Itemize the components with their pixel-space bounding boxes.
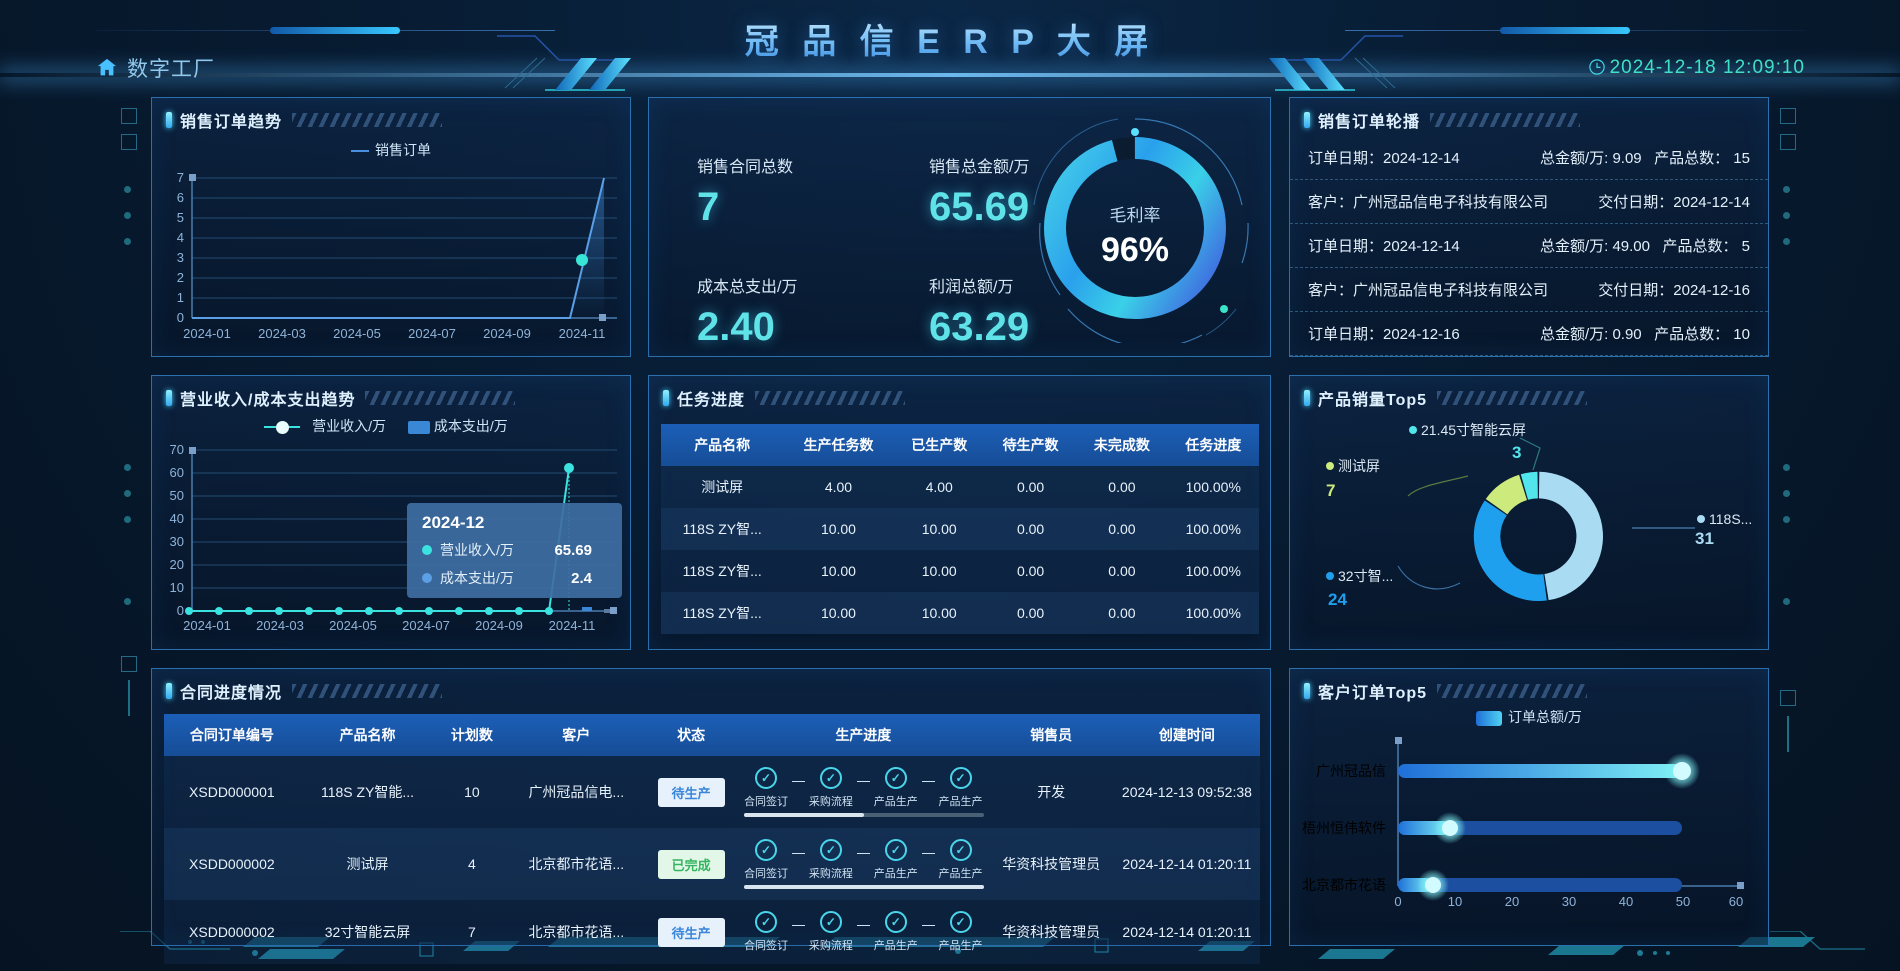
svg-text:70: 70 [170, 442, 184, 457]
svg-text:20: 20 [170, 557, 184, 572]
svg-text:3: 3 [177, 250, 184, 265]
svg-text:2024-03: 2024-03 [256, 618, 304, 633]
svg-text:2024-11: 2024-11 [549, 618, 596, 633]
svg-text:40: 40 [1619, 894, 1633, 909]
svg-text:4: 4 [177, 230, 184, 245]
svg-text:2024-12: 2024-12 [422, 513, 484, 532]
svg-text:10: 10 [170, 580, 184, 595]
svg-text:50: 50 [170, 488, 184, 503]
svg-text:6: 6 [177, 190, 184, 205]
svg-text:2024-05: 2024-05 [329, 618, 377, 633]
svg-text:2024-11: 2024-11 [559, 326, 606, 341]
svg-text:2024-07: 2024-07 [408, 326, 456, 341]
svg-text:65.69: 65.69 [554, 542, 592, 559]
svg-text:2024-01: 2024-01 [183, 326, 231, 341]
svg-text:0: 0 [177, 603, 184, 618]
svg-text:10: 10 [1448, 894, 1462, 909]
svg-text:7: 7 [1326, 481, 1335, 500]
svg-text:广州冠品信: 广州冠品信 [1316, 763, 1386, 779]
svg-text:0: 0 [177, 310, 184, 325]
svg-text:成本支出/万: 成本支出/万 [440, 570, 514, 586]
svg-text:毛利率: 毛利率 [1110, 206, 1161, 225]
svg-text:2024-09: 2024-09 [475, 618, 523, 633]
svg-text:40: 40 [170, 511, 184, 526]
svg-text:测试屏: 测试屏 [1338, 458, 1380, 474]
svg-text:2.4: 2.4 [571, 570, 593, 587]
svg-text:5: 5 [177, 210, 184, 225]
svg-text:梧州恒伟软件: 梧州恒伟软件 [1302, 820, 1386, 836]
svg-text:2024-09: 2024-09 [483, 326, 531, 341]
svg-text:30: 30 [1562, 894, 1576, 909]
svg-text:2024-01: 2024-01 [183, 618, 231, 633]
svg-text:50: 50 [1676, 894, 1690, 909]
svg-text:60: 60 [170, 465, 184, 480]
svg-text:2: 2 [177, 270, 184, 285]
svg-text:7: 7 [177, 170, 184, 185]
svg-text:0: 0 [1394, 894, 1401, 909]
svg-text:118S...: 118S... [1709, 511, 1752, 527]
svg-text:1: 1 [177, 290, 184, 305]
svg-text:24: 24 [1328, 590, 1347, 609]
svg-text:营业收入/万: 营业收入/万 [440, 542, 514, 558]
svg-text:30: 30 [170, 534, 184, 549]
svg-text:96%: 96% [1101, 231, 1169, 269]
svg-text:2024-03: 2024-03 [258, 326, 306, 341]
svg-text:北京都市花语: 北京都市花语 [1302, 877, 1386, 893]
svg-text:20: 20 [1505, 894, 1519, 909]
svg-text:31: 31 [1695, 529, 1714, 548]
svg-text:2024-07: 2024-07 [402, 618, 450, 633]
svg-text:21.45寸智能云屏: 21.45寸智能云屏 [1421, 422, 1526, 438]
svg-text:3: 3 [1512, 443, 1521, 462]
svg-text:2024-05: 2024-05 [333, 326, 381, 341]
svg-text:60: 60 [1729, 894, 1743, 909]
svg-text:32寸智...: 32寸智... [1338, 568, 1393, 584]
